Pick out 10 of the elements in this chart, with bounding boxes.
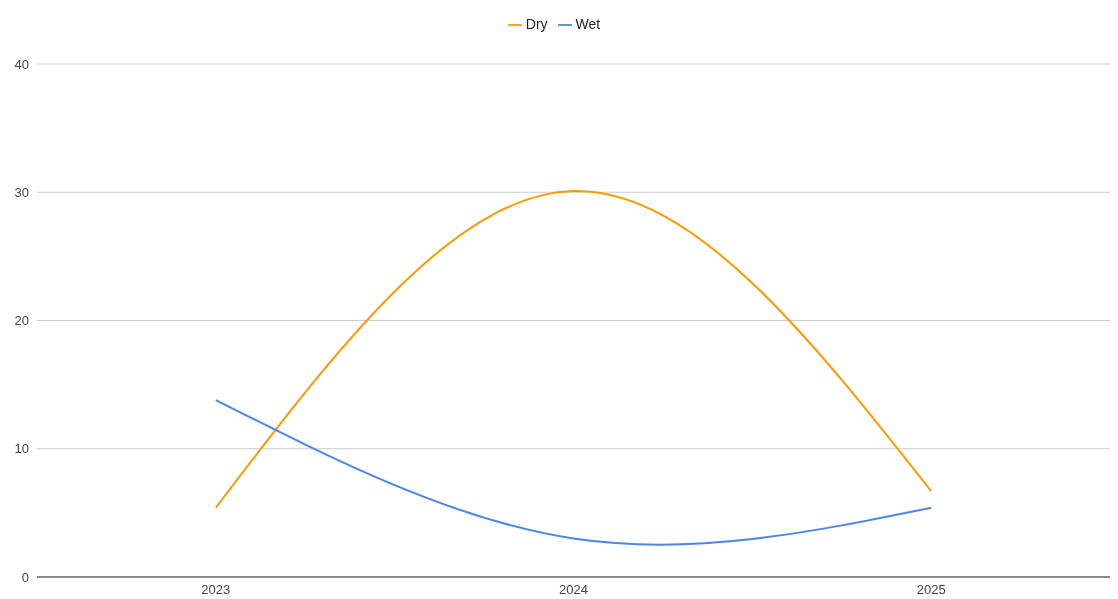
x-tick-label: 2023 bbox=[201, 582, 231, 598]
y-tick-label: 0 bbox=[21, 569, 29, 585]
legend-label: Wet bbox=[575, 16, 601, 32]
x-tick-label: 2024 bbox=[559, 582, 588, 598]
x-tick-label: 2025 bbox=[916, 582, 946, 598]
y-tick-label: 30 bbox=[14, 184, 29, 200]
y-tick-label: 20 bbox=[14, 313, 29, 329]
y-tick-label: 40 bbox=[14, 56, 29, 72]
y-tick-label: 10 bbox=[14, 441, 29, 457]
legend-label: Dry bbox=[525, 16, 548, 32]
